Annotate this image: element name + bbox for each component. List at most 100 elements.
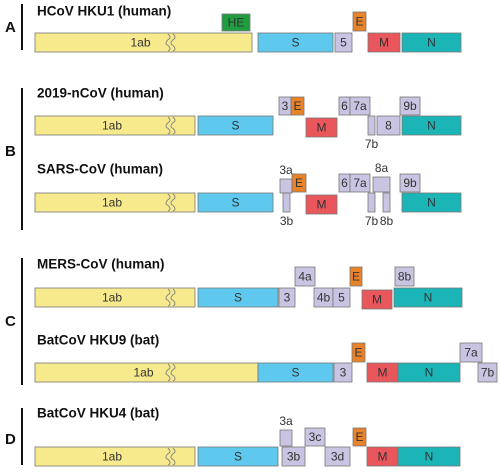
- break-mark: [165, 116, 171, 135]
- gene: M: [305, 194, 338, 215]
- gene-label: M: [317, 198, 327, 212]
- gene-box: [279, 178, 293, 194]
- panel-letter: A: [5, 19, 16, 36]
- gene-box: [282, 192, 291, 213]
- genome-title: 2019-nCoV (human): [37, 86, 164, 101]
- gene: E: [352, 11, 367, 32]
- gene-label: 1ab: [102, 119, 122, 133]
- gene-label: 7a: [464, 346, 478, 360]
- gene: M: [305, 117, 338, 138]
- break-mark: [170, 116, 176, 135]
- gene: 6: [338, 96, 351, 116]
- gene-box: [332, 287, 351, 308]
- gene-label: 3: [282, 99, 289, 113]
- gene-label: 8b: [380, 214, 394, 228]
- gene: 3c: [304, 427, 326, 447]
- gene-label: N: [425, 450, 434, 464]
- gene: 3a: [279, 414, 293, 447]
- gene: 3: [278, 287, 296, 308]
- gene-label: N: [427, 196, 436, 210]
- gene-label: 6: [341, 99, 348, 113]
- gene-box: [305, 117, 338, 138]
- gene-label: 6: [341, 176, 348, 190]
- gene: N: [401, 32, 462, 53]
- gene: 1ab: [34, 446, 196, 467]
- gene: 3b: [281, 446, 306, 467]
- gene: HE: [221, 13, 251, 32]
- break-mark: [165, 33, 171, 52]
- gene: 3a: [279, 163, 293, 194]
- gene-box: [34, 287, 196, 308]
- gene: E: [351, 342, 366, 363]
- gene-box: [197, 115, 274, 136]
- gene: 8a: [372, 161, 391, 193]
- gene-label: 1ab: [130, 36, 150, 50]
- gene: 1ab: [34, 115, 196, 136]
- gene-box: [361, 289, 393, 310]
- gene: 7a: [349, 96, 371, 116]
- gene-label: E: [354, 346, 362, 360]
- gene-label: 5: [338, 291, 345, 305]
- gene-box: [349, 96, 371, 116]
- gene-box: [34, 446, 196, 467]
- gene-label: S: [291, 366, 299, 380]
- gene-label: E: [355, 15, 363, 29]
- gene-label: 3d: [331, 450, 344, 464]
- gene-label: E: [352, 270, 360, 284]
- gene-box: [397, 362, 461, 383]
- gene: E: [290, 96, 305, 116]
- break-mark: [170, 193, 176, 212]
- gene: 1ab: [34, 362, 259, 383]
- gene-label: S: [231, 119, 239, 133]
- gene-label: 3a: [279, 414, 293, 428]
- gene-label: 8b: [398, 270, 412, 284]
- gene-label: 3: [284, 291, 291, 305]
- gene: S: [197, 192, 274, 213]
- gene-label: M: [372, 293, 382, 307]
- genome-title: BatCoV HKU4 (bat): [37, 406, 159, 421]
- gene-box: [401, 192, 462, 213]
- gene-box: [399, 173, 421, 193]
- gene-box: [290, 96, 305, 116]
- gene-label: 3: [340, 366, 347, 380]
- gene-label: 8a: [375, 161, 389, 175]
- gene: M: [366, 362, 399, 383]
- gene-box: [459, 342, 483, 363]
- gene: S: [197, 446, 279, 467]
- gene-box: [367, 192, 376, 213]
- genome-title: SARS-CoV (human): [37, 162, 163, 177]
- gene: 4b: [313, 287, 334, 308]
- break-mark: [165, 447, 171, 466]
- gene: N: [397, 446, 461, 467]
- gene-box: [352, 11, 367, 32]
- break-mark: [170, 447, 176, 466]
- break-mark: [170, 363, 176, 382]
- gene-box: [34, 115, 196, 136]
- gene-box: [349, 266, 363, 287]
- gene-label: 7a: [353, 99, 367, 113]
- gene: N: [397, 362, 461, 383]
- gene-label: 3c: [309, 430, 322, 444]
- gene-label: 5: [340, 36, 347, 50]
- gene-label: N: [425, 366, 434, 380]
- gene-box: [334, 32, 353, 53]
- break-mark: [165, 363, 171, 382]
- gene-box: [376, 115, 401, 136]
- gene-label: HE: [228, 16, 245, 30]
- gene-label: 3a: [279, 163, 293, 177]
- gene-label: E: [293, 99, 301, 113]
- gene: 7b: [477, 362, 498, 383]
- gene: M: [367, 32, 401, 53]
- gene-box: [281, 446, 306, 467]
- gene: M: [366, 446, 399, 467]
- gene: S: [197, 115, 274, 136]
- gene-label: 1ab: [133, 366, 153, 380]
- gene: 7a: [459, 342, 483, 363]
- gene-box: [382, 192, 391, 213]
- panel-letter: B: [5, 143, 16, 160]
- gene-label: 4b: [317, 291, 331, 305]
- gene-box: [401, 115, 462, 136]
- panel-letter: C: [5, 313, 16, 330]
- gene: 9b: [399, 173, 421, 193]
